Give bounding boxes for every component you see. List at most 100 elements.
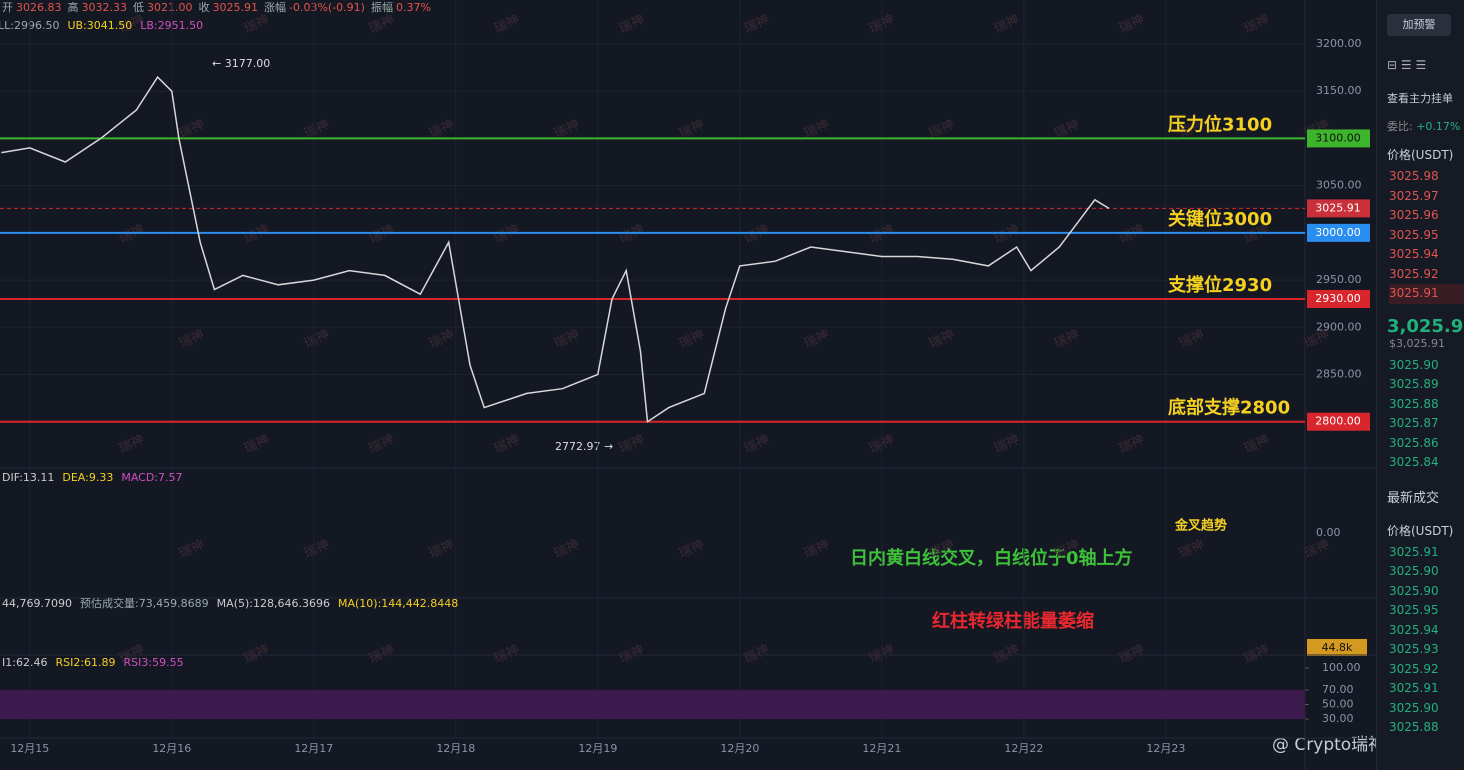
price-row: 3025.90 (1389, 700, 1439, 715)
price-row: 3025.94 (1389, 622, 1439, 637)
indicator-label: MA(10):144,442.8448 (338, 597, 458, 610)
macd-note: 日内黄白线交叉，白线位于0轴上方 (850, 547, 1133, 569)
x-tick-label: 12月15 (10, 742, 49, 755)
y-tick-label: 2950.00 (1316, 273, 1362, 286)
ohlc-value: 3032.33 (82, 1, 128, 14)
side-panel: 加预警 ⊟ ☰ ☰ 查看主力挂单 委比: +0.17% 价格(USDT) 302… (1376, 0, 1464, 770)
last-price-tag: 3025.91 (1315, 201, 1361, 214)
ratio-label: 委比: (1387, 120, 1413, 133)
level-tag-box (1307, 289, 1370, 308)
level-tag: 3100.00 (1315, 131, 1361, 144)
price-row: 3025.98 (1389, 169, 1439, 183)
rsi-band (0, 689, 1305, 720)
price-row: 3025.87 (1389, 416, 1439, 430)
price-row: 3025.94 (1389, 247, 1439, 261)
price-row: 3025.84 (1389, 455, 1439, 469)
x-tick-label: 12月17 (294, 742, 333, 755)
last-usd: $3,025.91 (1389, 336, 1445, 350)
y-tick-label: 3200.00 (1316, 37, 1362, 50)
macd-note: 金叉趋势 (1174, 518, 1227, 534)
volume-note: 红柱转绿柱能量萎缩 (932, 610, 1094, 632)
price-header: 价格(USDT) (1387, 148, 1454, 162)
ohlc-label: 振幅 (371, 0, 393, 14)
background (0, 0, 1376, 770)
price-row: 3025.92 (1389, 661, 1439, 676)
signature: @ Crypto瑞神 (1272, 735, 1376, 755)
ohlc-label: 收 (199, 0, 210, 14)
level-tag: 2800.00 (1315, 415, 1361, 428)
level-tag-box (1307, 223, 1370, 242)
price-line (1, 75, 1110, 424)
rsi-tick-label: 100.00 (1322, 661, 1361, 674)
ohlc-label: 开 (2, 1, 13, 14)
price-row: 3025.95 (1389, 227, 1439, 242)
level-tag: 2930.00 (1315, 292, 1361, 305)
indicator-label: MA(5):128,646.3696 (217, 597, 330, 610)
level-tag: 3000.00 (1315, 226, 1361, 239)
price-row: 3025.89 (1389, 377, 1439, 391)
x-tick-label: 12月20 (720, 742, 759, 755)
indicator-label: 44,769.7090 (2, 597, 72, 610)
indicator-label: RSI3:59.55 (124, 656, 184, 669)
price-row: 3025.95 (1389, 603, 1439, 617)
x-tick-label: 12月22 (1004, 742, 1043, 755)
y-tick-label: 2900.00 (1316, 320, 1362, 333)
x-tick-label: 12月19 (578, 742, 617, 755)
level-tag-box (1307, 129, 1370, 148)
x-tick-label: 12月16 (152, 742, 191, 755)
ohlc-label: 低 (133, 1, 144, 14)
chart: ← 3177.00 2772.97 → 金叉趋势 日内黄白线交叉，白线位于0轴上… (0, 0, 1376, 770)
rsi-tick-label: 50.00 (1322, 698, 1354, 711)
band-label: UB:3041.50 (67, 19, 132, 32)
price-row: 3025.90 (1389, 564, 1439, 578)
y-tick-label: 3150.00 (1316, 84, 1362, 97)
ohlc-value: -0.03%(-0.91) (289, 1, 365, 14)
alert-button[interactable]: 加预警 (1387, 14, 1451, 36)
asks: 3025.98 3025.97 3025.96 3025.95 3025.94 3025.… (1389, 167, 1464, 304)
x-tick-label: 12月23 (1146, 742, 1185, 755)
level-label: 压力位3100 (1168, 113, 1272, 135)
volume-tag-box (1307, 639, 1367, 656)
indicator-label: 预估成交量:73,459.8689 (80, 596, 209, 610)
price-row: 3025.90 (1389, 583, 1439, 598)
trades-title: 最新成交 (1387, 490, 1440, 506)
price-row: 3025.93 (1389, 642, 1439, 656)
trades: 3025.91 3025.90 3025.90 3025.95 3025.94 3025.… (1389, 543, 1464, 738)
indicator-label: I1:62.46 (2, 656, 47, 669)
book-title[interactable]: 查看主力挂单 (1387, 92, 1453, 105)
level-label: 关键位3000 (1168, 208, 1272, 230)
price-row: 3025.88 (1389, 396, 1439, 411)
price-row: 3025.91 (1389, 681, 1439, 695)
ohlc-label: 涨幅 (264, 1, 286, 14)
ohlc-label: 高 (68, 0, 79, 14)
ratio: 委比: +0.17% (1387, 118, 1464, 134)
ohlc-value: 3021.00 (147, 1, 193, 14)
indicator-label: MACD:7.57 (121, 471, 182, 484)
macd-zero: 0.00 (1316, 526, 1341, 539)
rsi-tick-label: 70.00 (1322, 683, 1354, 696)
price-row: 3025.91 (1389, 284, 1464, 304)
x-tick-label: 12月21 (862, 742, 901, 755)
trades-header: 价格(USDT) (1387, 523, 1454, 538)
book-icons[interactable]: ⊟ ☰ ☰ (1387, 58, 1427, 72)
level-label: 底部支撑2800 (1168, 397, 1290, 419)
level-tag-box (1307, 412, 1370, 431)
price-row: 3025.86 (1389, 435, 1439, 450)
indicator-label: DIF:13.11 (2, 471, 54, 484)
last-price: 3,025.91 (1387, 315, 1464, 337)
price-row: 3025.90 (1389, 357, 1439, 372)
ohlc-value: 0.37% (396, 1, 431, 14)
indicator-label: RSI2:61.89 (55, 656, 115, 669)
ohlc-value: 3025.91 (213, 1, 259, 14)
y-tick-label: 3050.00 (1316, 179, 1362, 192)
indicator-label: DEA:9.33 (62, 471, 113, 484)
low-label: 2772.97 → (555, 440, 613, 453)
bids: 3025.90 3025.89 3025.88 3025.87 3025.86 3025.… (1389, 356, 1464, 473)
price-row: 3025.88 (1389, 720, 1439, 734)
price-row: 3025.97 (1389, 188, 1439, 203)
high-label: ← 3177.00 (212, 57, 270, 70)
ohlc-value: 3026.83 (16, 1, 62, 14)
last-price-box (1307, 199, 1370, 218)
price-row: 3025.92 (1389, 266, 1439, 281)
